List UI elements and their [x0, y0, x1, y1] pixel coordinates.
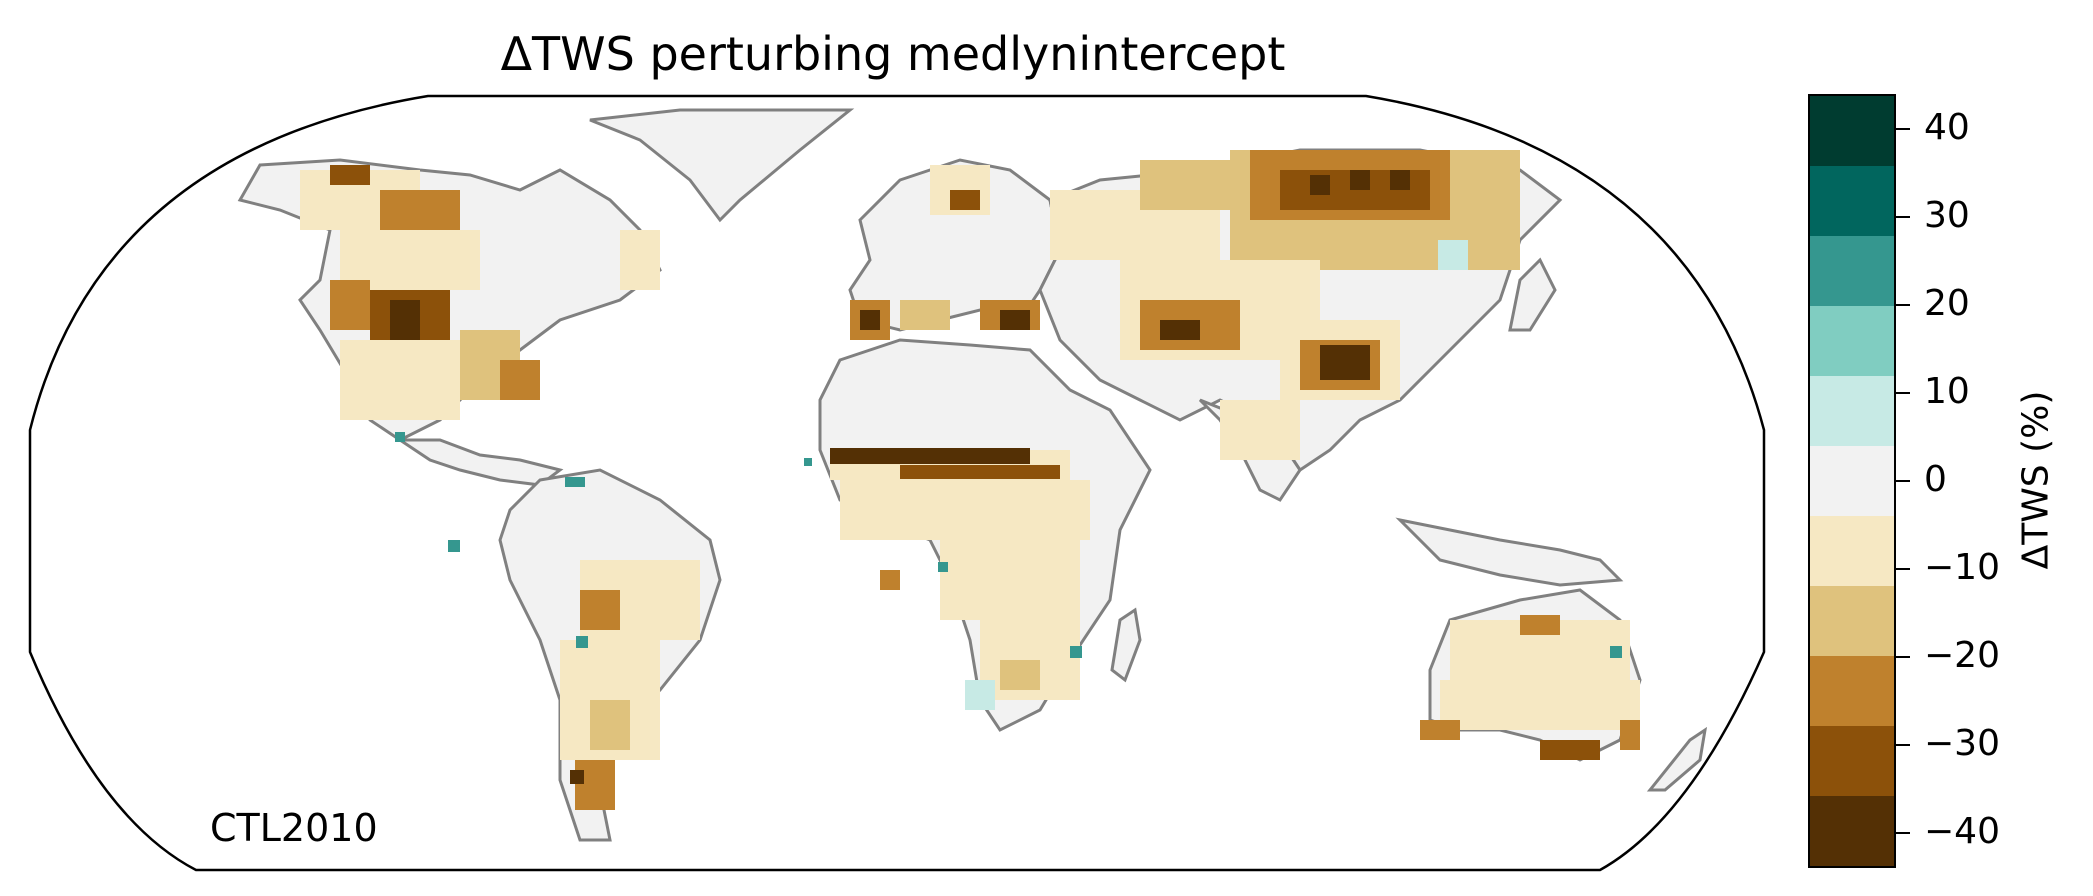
map-title: ΔTWS perturbing medlynintercept [500, 27, 1286, 81]
colorbar-bin [1810, 236, 1894, 306]
tws-anomaly-cells [300, 150, 1640, 810]
colorbar-tick-label: −20 [1924, 635, 2000, 676]
japan [1508, 257, 1557, 332]
colorbar-tick-label: −10 [1924, 547, 2000, 588]
colorbar-tick-label: 0 [1924, 459, 1947, 500]
colorbar-tick-label: 20 [1924, 283, 1970, 324]
colorbar-tick [1896, 656, 1910, 658]
colorbar-bin [1810, 516, 1894, 586]
colorbar-tick [1896, 832, 1910, 834]
colorbar-tick-label: 30 [1924, 195, 1970, 236]
colorbar-bin [1810, 796, 1894, 866]
colorbar-tick-label: 40 [1924, 107, 1970, 148]
new-zealand [1646, 726, 1708, 792]
colorbar [1808, 94, 1896, 868]
colorbar-tick-label: −40 [1924, 811, 2000, 852]
greenland [589, 108, 855, 223]
colorbar-bin [1810, 96, 1894, 166]
indonesia [1395, 517, 1624, 587]
colorbar-bin [1810, 306, 1894, 376]
colorbar-bin [1810, 656, 1894, 726]
colorbar-tick [1896, 216, 1910, 218]
colorbar-bin [1810, 726, 1894, 796]
colorbar-axis-label: ΔTWS (%) [2015, 390, 2057, 570]
colorbar-bin [1810, 376, 1894, 446]
madagascar [1110, 607, 1142, 683]
colorbar-tick [1896, 392, 1910, 394]
colorbar-bin [1810, 446, 1894, 516]
colorbar-tick [1896, 480, 1910, 482]
colorbar-bin [1810, 586, 1894, 656]
colorbar-tick-label: −30 [1924, 723, 2000, 764]
colorbar-tick-label: 10 [1924, 371, 1970, 412]
colorbar-bin [1810, 166, 1894, 236]
colorbar-tick [1896, 744, 1910, 746]
scenario-label: CTL2010 [210, 806, 378, 850]
colorbar-tick [1896, 568, 1910, 570]
colorbar-tick [1896, 304, 1910, 306]
colorbar-tick [1896, 128, 1910, 130]
world-map [28, 94, 1766, 872]
